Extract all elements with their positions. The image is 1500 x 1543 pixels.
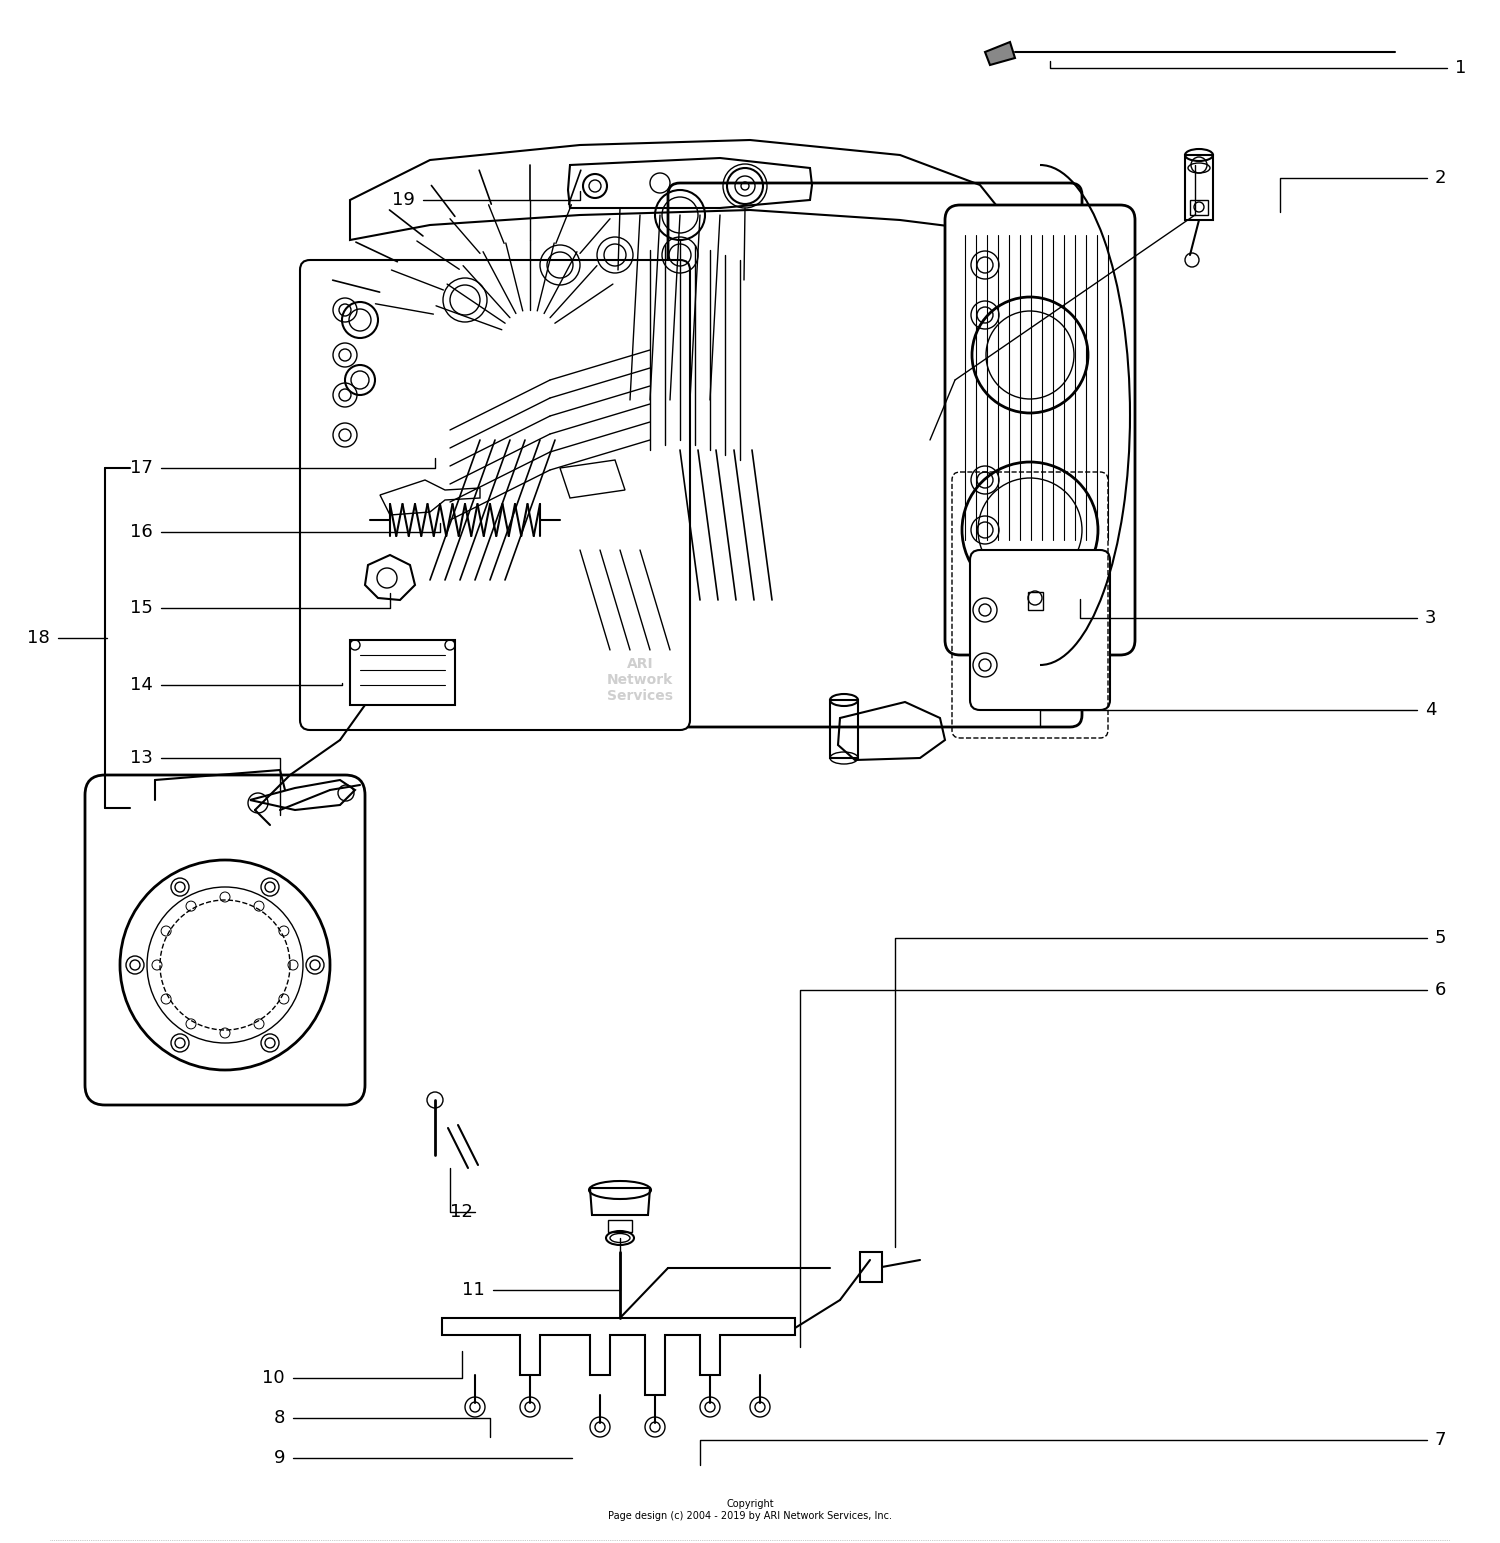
FancyBboxPatch shape: [668, 184, 1082, 727]
Bar: [350, 640, 454, 705]
FancyBboxPatch shape: [86, 775, 364, 1105]
Bar: [1190, 201, 1208, 214]
Text: 2: 2: [1436, 170, 1446, 187]
FancyBboxPatch shape: [300, 261, 690, 730]
Bar: [608, 1221, 631, 1231]
Text: 17: 17: [130, 458, 153, 477]
FancyBboxPatch shape: [970, 549, 1110, 710]
Text: 8: 8: [273, 1409, 285, 1427]
Text: 15: 15: [130, 599, 153, 617]
Text: 5: 5: [1436, 929, 1446, 947]
Text: 1: 1: [1455, 59, 1467, 77]
Text: 14: 14: [130, 676, 153, 694]
Text: 16: 16: [130, 523, 153, 542]
Bar: [830, 701, 858, 758]
Text: 11: 11: [462, 1281, 484, 1299]
Text: 6: 6: [1436, 981, 1446, 998]
Text: 4: 4: [1425, 701, 1437, 719]
Text: 7: 7: [1436, 1430, 1446, 1449]
Text: 9: 9: [273, 1449, 285, 1467]
Text: Copyright
Page design (c) 2004 - 2019 by ARI Network Services, Inc.: Copyright Page design (c) 2004 - 2019 by…: [608, 1500, 892, 1521]
Text: 12: 12: [450, 1204, 472, 1221]
Text: 19: 19: [392, 191, 416, 208]
Text: 3: 3: [1425, 609, 1437, 626]
Polygon shape: [442, 1318, 795, 1395]
Bar: [1185, 154, 1214, 221]
Bar: [859, 1251, 882, 1282]
Text: 13: 13: [130, 748, 153, 767]
Polygon shape: [986, 42, 1016, 65]
Text: 10: 10: [262, 1369, 285, 1387]
Text: ARI
Network
Services: ARI Network Services: [608, 657, 674, 704]
Bar: [1028, 593, 1042, 609]
Text: 18: 18: [27, 630, 50, 647]
FancyBboxPatch shape: [945, 205, 1136, 654]
